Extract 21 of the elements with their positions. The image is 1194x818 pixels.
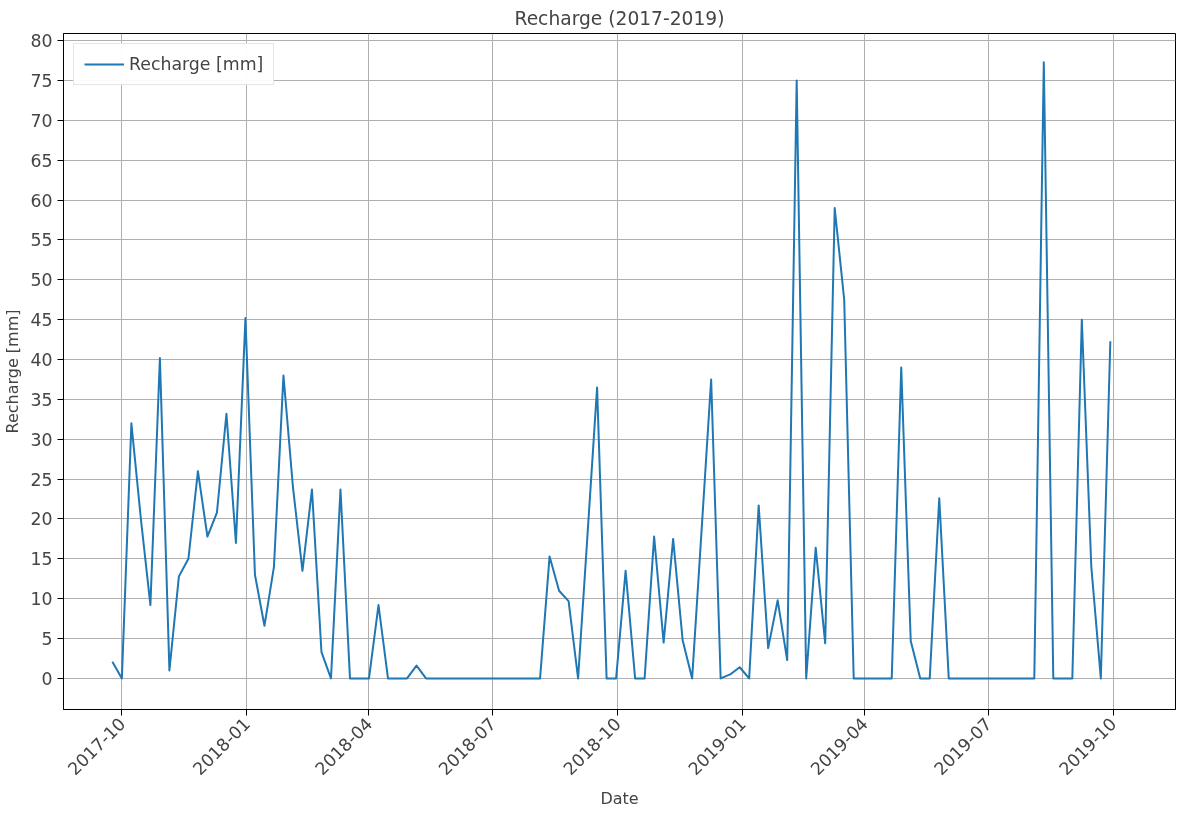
y-tick-label: 75 bbox=[30, 71, 53, 92]
y-tick-label: 35 bbox=[30, 389, 53, 410]
y-tick-label: 80 bbox=[30, 31, 53, 52]
y-tick-label: 60 bbox=[30, 190, 53, 211]
y-tick-label: 10 bbox=[30, 589, 53, 610]
y-tick-label: 65 bbox=[30, 150, 53, 171]
y-tick-label: 40 bbox=[30, 350, 53, 371]
y-tick-label: 30 bbox=[30, 429, 53, 450]
y-tick-label: 50 bbox=[30, 270, 53, 291]
y-tick-label: 5 bbox=[41, 629, 53, 650]
x-axis-title: Date bbox=[600, 788, 639, 808]
y-tick-label: 55 bbox=[30, 230, 53, 251]
y-tick-label: 20 bbox=[30, 509, 53, 530]
y-tick-label: 70 bbox=[30, 110, 53, 131]
y-tick-label: 45 bbox=[30, 310, 53, 331]
y-axis-title: Recharge [mm] bbox=[3, 309, 23, 434]
y-tick-label: 15 bbox=[30, 549, 53, 570]
legend-label: Recharge [mm] bbox=[129, 54, 264, 74]
y-tick-label: 25 bbox=[30, 469, 53, 490]
y-tick-label: 0 bbox=[41, 668, 53, 689]
chart-title: Recharge (2017-2019) bbox=[514, 7, 725, 29]
